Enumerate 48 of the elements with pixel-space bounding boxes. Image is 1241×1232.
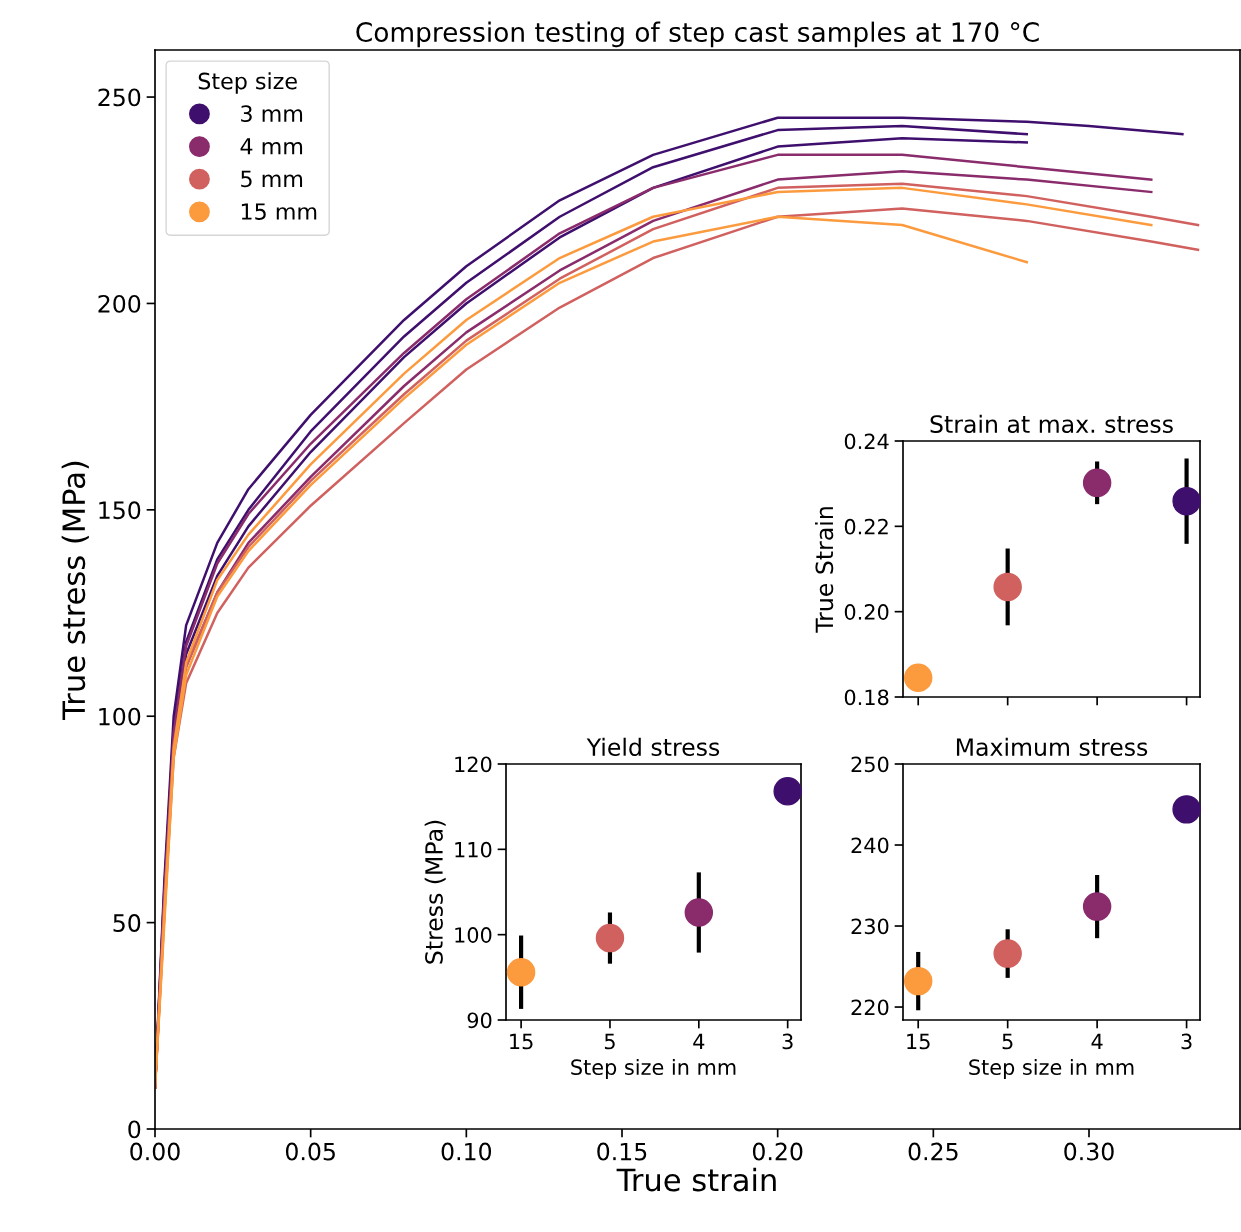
y-tick-label: 200 [98, 294, 141, 313]
x-axis-title: True strain [616, 1167, 776, 1192]
legend-label: 5 mm [241, 170, 303, 188]
x-tick-label: 0.25 [908, 1142, 958, 1161]
x-tick-label: 0.05 [285, 1142, 335, 1161]
x-tick-label: 3 [782, 1033, 793, 1050]
y-tick-label: 50 [113, 914, 141, 932]
x-tick-label: 0.30 [1064, 1142, 1114, 1161]
y-tick-label: 0 [128, 1120, 141, 1139]
y-tick-label: 220 [851, 999, 889, 1016]
y-tick-label: 250 [98, 88, 141, 107]
y-tick-label: 0.22 [844, 518, 888, 535]
x-tick-label: 0.15 [597, 1142, 647, 1161]
y-tick-label: 250 [851, 756, 889, 773]
y-tick-label: 100 [455, 927, 492, 943]
x-axis-title: Step size in mm [571, 1058, 736, 1080]
x-tick-label: 0.00 [130, 1142, 180, 1161]
legend-title: Step size [198, 72, 297, 94]
y-tick-label: 0.24 [844, 433, 889, 450]
y-axis-title: True Strain [815, 507, 834, 633]
x-tick-label: 5 [1002, 1033, 1013, 1050]
legend-label: 15 mm [241, 203, 317, 220]
x-tick-label: 15 [907, 1033, 930, 1050]
chart-title: Strain at max. stress [930, 414, 1173, 433]
chart-title: Compression testing of step cast samples at 170 °C [356, 21, 1039, 48]
y-tick-label: 110 [455, 841, 492, 858]
x-tick-label: 4 [693, 1033, 705, 1050]
x-tick-label: 4 [1091, 1033, 1103, 1050]
legend-label: 4 mm [240, 138, 303, 155]
y-tick-label: 240 [851, 837, 889, 854]
legend-label: 3 mm [241, 105, 303, 123]
chart-title: Maximum stress [956, 737, 1148, 756]
chart-title: Yield stress [586, 737, 720, 756]
y-tick-label: 100 [99, 707, 141, 726]
x-axis-title: Step size in mm [969, 1058, 1134, 1080]
x-tick-label: 3 [1181, 1033, 1192, 1050]
y-tick-label: 0.20 [844, 604, 889, 620]
x-tick-label: 0.10 [441, 1142, 492, 1161]
x-tick-label: 15 [510, 1033, 533, 1050]
y-tick-label: 120 [455, 756, 492, 773]
y-tick-label: 230 [851, 918, 889, 935]
y-axis-title: True stress (MPa) [61, 461, 89, 720]
y-tick-label: 150 [99, 501, 141, 520]
y-tick-label: 0.18 [844, 689, 889, 706]
y-tick-label: 90 [467, 1012, 492, 1029]
y-axis-title: Stress (MPa) [424, 820, 446, 964]
x-tick-label: 5 [604, 1033, 615, 1050]
x-tick-label: 0.20 [752, 1142, 803, 1161]
